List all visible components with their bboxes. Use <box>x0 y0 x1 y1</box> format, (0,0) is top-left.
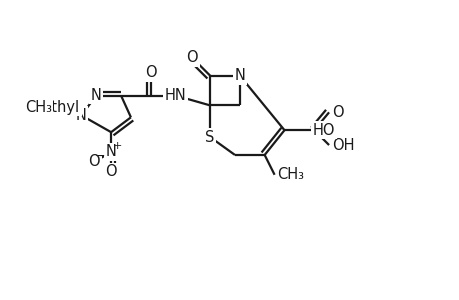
Text: N: N <box>90 88 101 103</box>
Text: CH₃: CH₃ <box>25 100 51 115</box>
Text: CH₃: CH₃ <box>277 167 304 182</box>
Text: −: − <box>95 149 105 162</box>
Text: O: O <box>186 50 198 65</box>
Text: O: O <box>105 164 117 179</box>
Text: O: O <box>88 154 100 169</box>
Text: OH: OH <box>331 137 354 152</box>
Text: +: + <box>112 141 122 151</box>
Text: N: N <box>106 145 116 160</box>
Text: methyl: methyl <box>29 100 80 115</box>
Text: S: S <box>205 130 214 145</box>
Text: O: O <box>145 65 156 80</box>
Text: HO: HO <box>312 123 335 138</box>
Text: N: N <box>234 68 245 83</box>
Text: O: O <box>331 105 343 120</box>
Text: N: N <box>76 108 87 123</box>
Text: HN: HN <box>164 88 186 103</box>
